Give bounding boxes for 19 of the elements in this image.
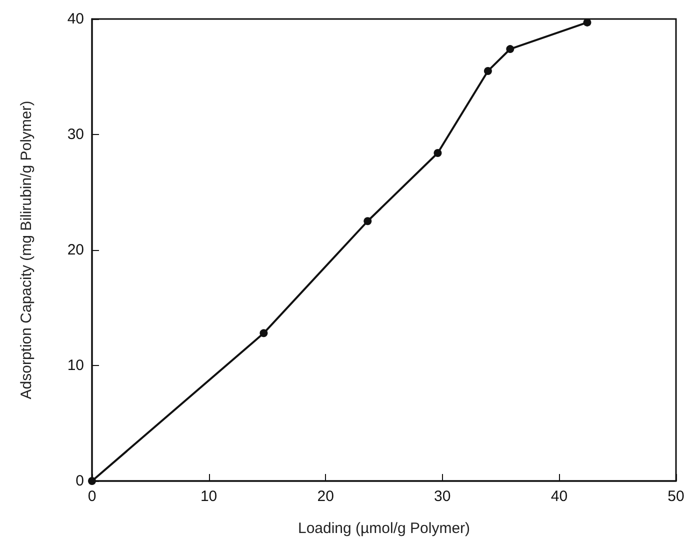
x-tick-label: 30 — [434, 488, 451, 505]
y-tick-label: 10 — [67, 357, 84, 374]
point — [364, 217, 372, 226]
x-tick-label: 10 — [200, 488, 218, 505]
x-axis-title: Loading (µmol/g Polymer) — [298, 520, 470, 537]
y-tick-label: 0 — [76, 472, 84, 490]
point — [260, 329, 268, 338]
point — [88, 477, 96, 485]
x-tick-label: 40 — [550, 488, 568, 505]
point — [506, 45, 514, 54]
x-tick-label: 20 — [317, 488, 334, 505]
point — [434, 148, 442, 157]
y-tick-label: 20 — [67, 242, 84, 258]
y-axis-title: Adsorption Capacity (mg Bilirubin/g Polymer) — [18, 100, 35, 400]
point — [484, 66, 492, 75]
y-tick-label: 30 — [67, 126, 84, 143]
x-tick-label: 50 — [668, 488, 684, 505]
x-tick-label: 0 — [88, 488, 96, 505]
y-tick-label: 40 — [67, 10, 84, 28]
